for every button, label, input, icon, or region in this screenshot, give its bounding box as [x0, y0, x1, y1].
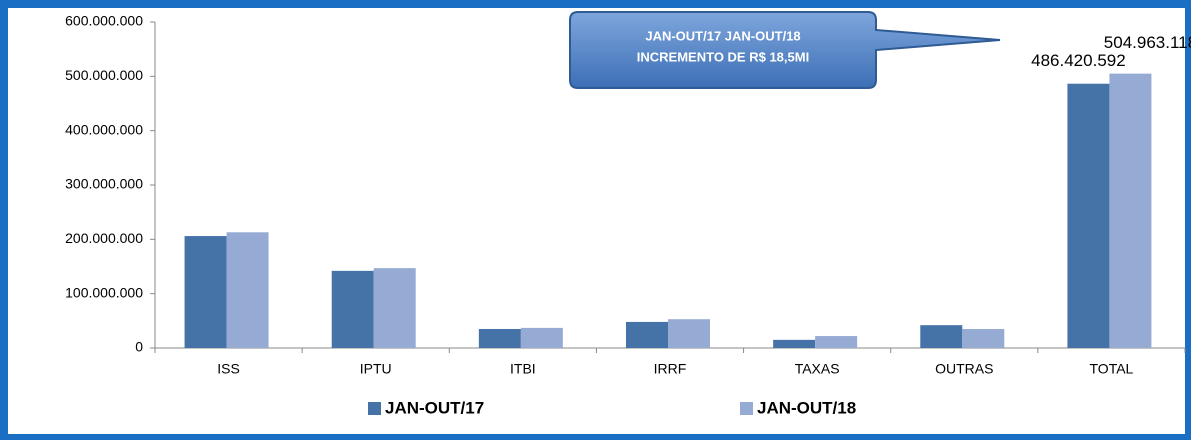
bar: [815, 336, 858, 348]
legend-swatch: [368, 402, 381, 415]
x-tick-label: ISS: [217, 361, 240, 377]
bar: [226, 232, 269, 348]
callout: [569, 11, 1001, 89]
y-tick-label: 0: [135, 339, 143, 355]
bar: [668, 319, 710, 348]
y-tick-label: 600.000.000: [65, 13, 143, 29]
legend-label: JAN-OUT/17: [385, 398, 484, 417]
annotation: INCREMENTO DE R$ 18,5MI: [637, 49, 809, 64]
bar: [520, 327, 563, 348]
bar: [773, 339, 816, 348]
bar: [184, 236, 227, 348]
bar: [626, 321, 668, 348]
x-tick-label: IPTU: [360, 361, 392, 377]
y-tick-label: 200.000.000: [65, 230, 143, 246]
annotation: JAN-OUT/17 JAN-OUT/18: [645, 28, 800, 43]
data-label: 486.420.592: [1031, 51, 1126, 70]
x-tick-label: ITBI: [510, 361, 536, 377]
y-tick-label: 300.000.000: [65, 176, 143, 192]
bar: [373, 268, 416, 348]
bar: [920, 325, 963, 348]
y-tick-label: 400.000.000: [65, 121, 143, 137]
bar: [962, 328, 1005, 348]
x-tick-label: OUTRAS: [935, 361, 993, 377]
y-tick-label: 100.000.000: [65, 284, 143, 300]
x-tick-label: IRRF: [654, 361, 687, 377]
x-tick-label: TOTAL: [1090, 361, 1134, 377]
data-label: 504.963.118: [1104, 33, 1191, 52]
legend-swatch: [740, 402, 753, 415]
legend-label: JAN-OUT/18: [757, 398, 856, 417]
bar: [1109, 73, 1152, 348]
x-tick-label: TAXAS: [795, 361, 840, 377]
bar: [1067, 83, 1110, 348]
bar: [478, 328, 521, 348]
bar: [331, 270, 374, 348]
y-tick-label: 500.000.000: [65, 67, 143, 83]
